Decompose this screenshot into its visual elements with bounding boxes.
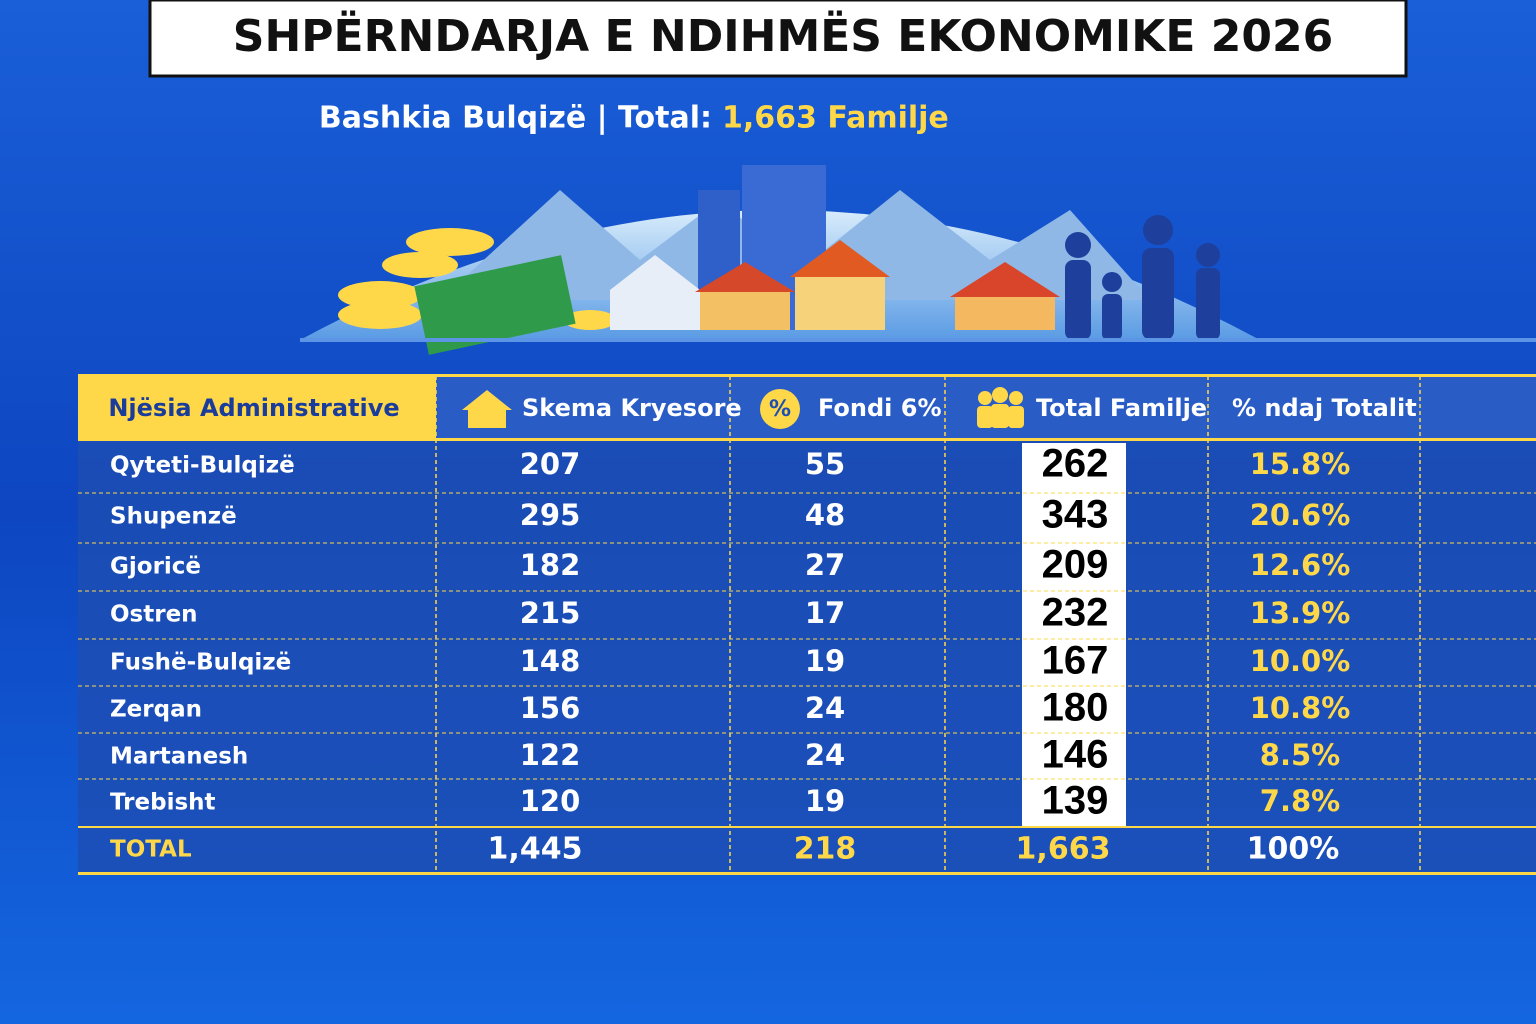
- total-cell: 1,445: [488, 832, 583, 867]
- row-label: Qyteti-Bulqizë: [110, 453, 295, 479]
- cell: 19: [805, 784, 845, 818]
- border: [78, 438, 1536, 441]
- cell: 7.8%: [1260, 784, 1340, 818]
- cell: 17: [805, 596, 845, 630]
- cell: 55: [805, 447, 845, 481]
- svg-text:%: %: [769, 397, 791, 422]
- cell: 146: [1042, 733, 1109, 777]
- cell: 343: [1042, 493, 1109, 537]
- border: [78, 374, 1536, 377]
- row-label: Zerqan: [110, 697, 202, 723]
- cell: 215: [520, 596, 581, 630]
- total-cell: TOTAL: [110, 837, 192, 863]
- total-cell: 100%: [1247, 832, 1340, 867]
- column-header: Fondi 6%: [818, 394, 942, 422]
- row-label: Gjoricë: [110, 554, 201, 580]
- subtitle-highlight: 1,663 Familje: [722, 101, 949, 136]
- cell: 27: [805, 548, 845, 582]
- subtitle: Bashkia Bulqizë | Total:: [319, 101, 712, 136]
- cell: 10.8%: [1250, 691, 1351, 725]
- cell: 122: [520, 738, 581, 772]
- column-header: Njësia Administrative: [108, 394, 399, 422]
- cell: 10.0%: [1250, 644, 1351, 678]
- cell: 24: [805, 691, 845, 725]
- cell: 148: [520, 644, 581, 678]
- cell: 262: [1042, 442, 1109, 486]
- row-label: Shupenzë: [110, 504, 237, 530]
- cell: 120: [520, 784, 581, 818]
- column-header: Skema Kryesore: [522, 394, 742, 422]
- total-cell: 1,663: [1016, 832, 1111, 867]
- cell: 156: [520, 691, 581, 725]
- title: SHPËRNDARJA E NDIHMËS EKONOMIKE 2026: [233, 9, 1333, 62]
- cell: 207: [520, 447, 581, 481]
- cell: 24: [805, 738, 845, 772]
- illustration: [300, 165, 1536, 355]
- header-cell: [78, 376, 436, 438]
- column-header: % ndaj Totalit: [1232, 394, 1417, 422]
- table: %: [78, 374, 1536, 875]
- cell: 209: [1042, 543, 1109, 587]
- cell: 19: [805, 644, 845, 678]
- row-label: Trebisht: [110, 790, 216, 816]
- highlight-box: [1022, 443, 1126, 826]
- column-header: Total Familje: [1036, 394, 1207, 422]
- row-label: Fushë-Bulqizë: [110, 650, 291, 676]
- cell: 167: [1042, 639, 1109, 683]
- border: [78, 826, 1536, 828]
- cell: 12.6%: [1250, 548, 1351, 582]
- cell: 48: [805, 498, 845, 532]
- cell: 180: [1042, 686, 1109, 730]
- cell: 232: [1042, 591, 1109, 635]
- cell: 15.8%: [1250, 447, 1351, 481]
- cell: 139: [1042, 779, 1109, 823]
- header-icons: %: [462, 387, 1024, 429]
- cell: 20.6%: [1250, 498, 1351, 532]
- border: [78, 872, 1536, 875]
- cell: 13.9%: [1250, 596, 1351, 630]
- cell: 182: [520, 548, 581, 582]
- title-box: [148, 0, 1408, 78]
- cell: 8.5%: [1260, 738, 1340, 772]
- cell: 295: [520, 498, 581, 532]
- table-body: [78, 376, 1536, 874]
- total-cell: 218: [794, 832, 857, 867]
- row-label: Martanesh: [110, 744, 248, 770]
- row-label: Ostren: [110, 602, 198, 628]
